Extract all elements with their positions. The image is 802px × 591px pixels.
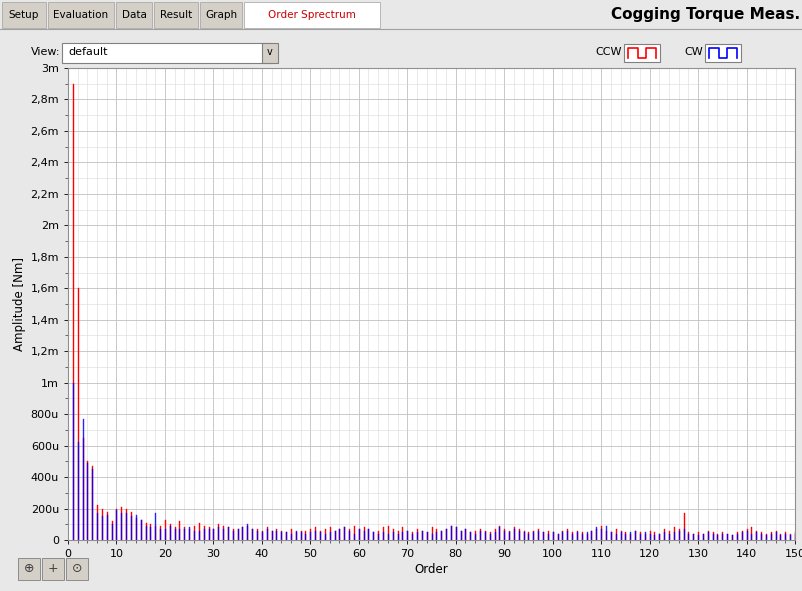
Text: Result: Result xyxy=(160,10,192,20)
Text: Data: Data xyxy=(121,10,146,20)
X-axis label: Order: Order xyxy=(414,563,448,576)
Y-axis label: Amplitude [Nm]: Amplitude [Nm] xyxy=(13,257,26,351)
Text: Graph: Graph xyxy=(205,10,237,20)
Text: CCW: CCW xyxy=(595,47,622,57)
Text: ⊕: ⊕ xyxy=(24,563,34,576)
Text: Setup: Setup xyxy=(9,10,39,20)
Text: View:: View: xyxy=(30,47,60,57)
Text: Cogging Torque Meas.: Cogging Torque Meas. xyxy=(610,7,799,21)
Text: Evaluation: Evaluation xyxy=(54,10,108,20)
Text: ⊙: ⊙ xyxy=(71,563,82,576)
Text: default: default xyxy=(68,47,107,57)
Text: v: v xyxy=(267,47,273,57)
Text: CW: CW xyxy=(683,47,702,57)
Text: Order Sprectrum: Order Sprectrum xyxy=(268,10,355,20)
Text: +: + xyxy=(47,563,59,576)
